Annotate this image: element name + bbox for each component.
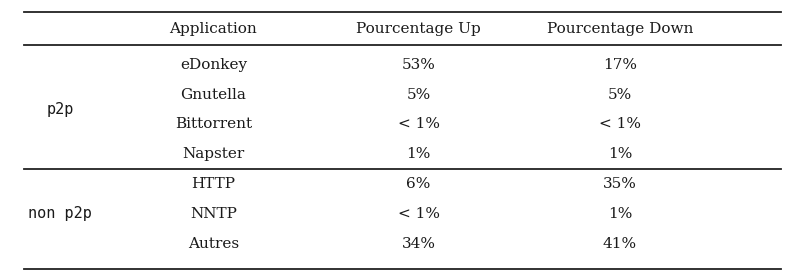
Text: 1%: 1% [608,147,632,161]
Text: 1%: 1% [608,207,632,221]
Text: 34%: 34% [402,237,436,251]
Text: eDonkey: eDonkey [180,58,247,72]
Text: HTTP: HTTP [192,177,235,191]
Text: Pourcentage Down: Pourcentage Down [547,22,693,36]
Text: 5%: 5% [407,88,431,102]
Text: Autres: Autres [188,237,239,251]
Text: Pourcentage Up: Pourcentage Up [357,22,481,36]
Text: 17%: 17% [603,58,637,72]
Text: Bittorrent: Bittorrent [175,118,252,131]
Text: 35%: 35% [603,177,637,191]
Text: p2p: p2p [47,102,74,117]
Text: 41%: 41% [603,237,637,251]
Text: NNTP: NNTP [190,207,237,221]
Text: 1%: 1% [407,147,431,161]
Text: Gnutella: Gnutella [180,88,246,102]
Text: non p2p: non p2p [28,206,93,221]
Text: Application: Application [169,22,258,36]
Text: < 1%: < 1% [398,207,440,221]
Text: < 1%: < 1% [398,118,440,131]
Text: 5%: 5% [608,88,632,102]
Text: 6%: 6% [407,177,431,191]
Text: < 1%: < 1% [599,118,641,131]
Text: 53%: 53% [402,58,436,72]
Text: Napster: Napster [182,147,245,161]
